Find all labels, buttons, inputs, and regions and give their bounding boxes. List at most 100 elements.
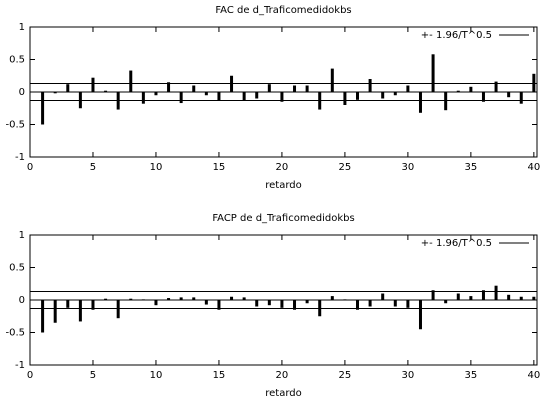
bar bbox=[116, 92, 120, 110]
bar bbox=[66, 300, 70, 308]
bar bbox=[204, 92, 208, 96]
bar bbox=[418, 300, 422, 330]
bar bbox=[507, 92, 511, 98]
bar bbox=[406, 85, 410, 92]
bar bbox=[66, 84, 70, 92]
bar bbox=[41, 92, 45, 125]
x-tick-label: 25 bbox=[339, 370, 352, 381]
bar bbox=[444, 300, 448, 304]
bar bbox=[356, 92, 360, 100]
bar bbox=[41, 300, 45, 333]
bar bbox=[368, 79, 372, 92]
bar bbox=[519, 296, 523, 300]
x-tick-label: 5 bbox=[90, 370, 96, 381]
x-tick-label: 0 bbox=[27, 162, 33, 173]
x-tick-label: 20 bbox=[276, 370, 289, 381]
bar bbox=[217, 92, 221, 101]
bar bbox=[519, 92, 523, 104]
bar bbox=[204, 300, 208, 305]
bar bbox=[154, 300, 158, 306]
bar bbox=[368, 300, 372, 307]
bar bbox=[267, 84, 271, 92]
x-tick-label: 25 bbox=[339, 162, 352, 173]
bar bbox=[356, 300, 360, 310]
bar bbox=[192, 85, 196, 92]
bar bbox=[154, 92, 158, 96]
bar bbox=[406, 300, 410, 308]
bar bbox=[78, 300, 82, 322]
legend-label: +- 1.96/T^0.5 bbox=[421, 30, 492, 41]
y-tick-label: 1 bbox=[19, 230, 25, 241]
bar bbox=[318, 300, 322, 317]
bar bbox=[431, 54, 435, 92]
bar bbox=[330, 68, 334, 92]
x-tick-label: 30 bbox=[402, 370, 415, 381]
bar bbox=[104, 90, 108, 92]
bar bbox=[494, 81, 498, 92]
y-tick-label: -0.5 bbox=[5, 328, 25, 339]
bar bbox=[293, 300, 297, 310]
bar bbox=[418, 92, 422, 113]
bar bbox=[230, 75, 234, 92]
x-axis-label: retardo bbox=[265, 180, 302, 191]
bar bbox=[116, 300, 120, 319]
bar bbox=[242, 92, 246, 101]
y-tick-label: 0 bbox=[19, 295, 25, 306]
bar bbox=[456, 293, 460, 300]
bar bbox=[469, 86, 473, 92]
x-tick-label: 20 bbox=[276, 162, 289, 173]
x-tick-label: 5 bbox=[90, 162, 96, 173]
bar bbox=[343, 299, 347, 300]
y-tick-label: 1 bbox=[19, 22, 25, 33]
bar bbox=[444, 92, 448, 111]
bar bbox=[141, 299, 145, 300]
bar bbox=[129, 298, 133, 300]
bar bbox=[330, 296, 334, 300]
bar bbox=[494, 285, 498, 300]
bar bbox=[305, 85, 309, 92]
bar bbox=[91, 300, 95, 310]
bar bbox=[217, 300, 221, 310]
x-tick-label: 10 bbox=[150, 162, 163, 173]
y-tick-label: 0.5 bbox=[9, 263, 25, 274]
y-tick-label: -1 bbox=[15, 152, 25, 163]
x-tick-label: 40 bbox=[527, 162, 540, 173]
x-tick-label: 10 bbox=[150, 370, 163, 381]
y-tick-label: -1 bbox=[15, 360, 25, 371]
bar bbox=[318, 92, 322, 110]
bar bbox=[532, 73, 536, 92]
bar bbox=[78, 92, 82, 109]
bar bbox=[381, 293, 385, 300]
bar bbox=[179, 297, 183, 300]
bar bbox=[481, 290, 485, 300]
bar bbox=[141, 92, 145, 104]
bar bbox=[532, 296, 536, 300]
bar bbox=[393, 300, 397, 307]
x-tick-label: 35 bbox=[465, 162, 478, 173]
legend-label: +- 1.96/T^0.5 bbox=[421, 238, 492, 249]
bar bbox=[255, 300, 259, 307]
x-tick-label: 30 bbox=[402, 162, 415, 173]
bar bbox=[167, 82, 171, 92]
bar bbox=[179, 92, 183, 104]
bar bbox=[129, 70, 133, 92]
bar bbox=[280, 300, 284, 308]
bar bbox=[242, 297, 246, 300]
bar bbox=[469, 296, 473, 300]
bar bbox=[305, 300, 309, 304]
x-tick-label: 35 bbox=[465, 370, 478, 381]
bar bbox=[381, 92, 385, 99]
bar bbox=[507, 294, 511, 300]
bar bbox=[167, 298, 171, 300]
y-tick-label: 0.5 bbox=[9, 55, 25, 66]
bar bbox=[343, 92, 347, 105]
bar bbox=[293, 85, 297, 92]
x-tick-label: 0 bbox=[27, 370, 33, 381]
x-tick-label: 15 bbox=[213, 162, 226, 173]
y-tick-label: 0 bbox=[19, 87, 25, 98]
x-tick-label: 40 bbox=[527, 370, 540, 381]
bar bbox=[393, 92, 397, 96]
bar bbox=[431, 290, 435, 300]
y-tick-label: -0.5 bbox=[5, 120, 25, 131]
